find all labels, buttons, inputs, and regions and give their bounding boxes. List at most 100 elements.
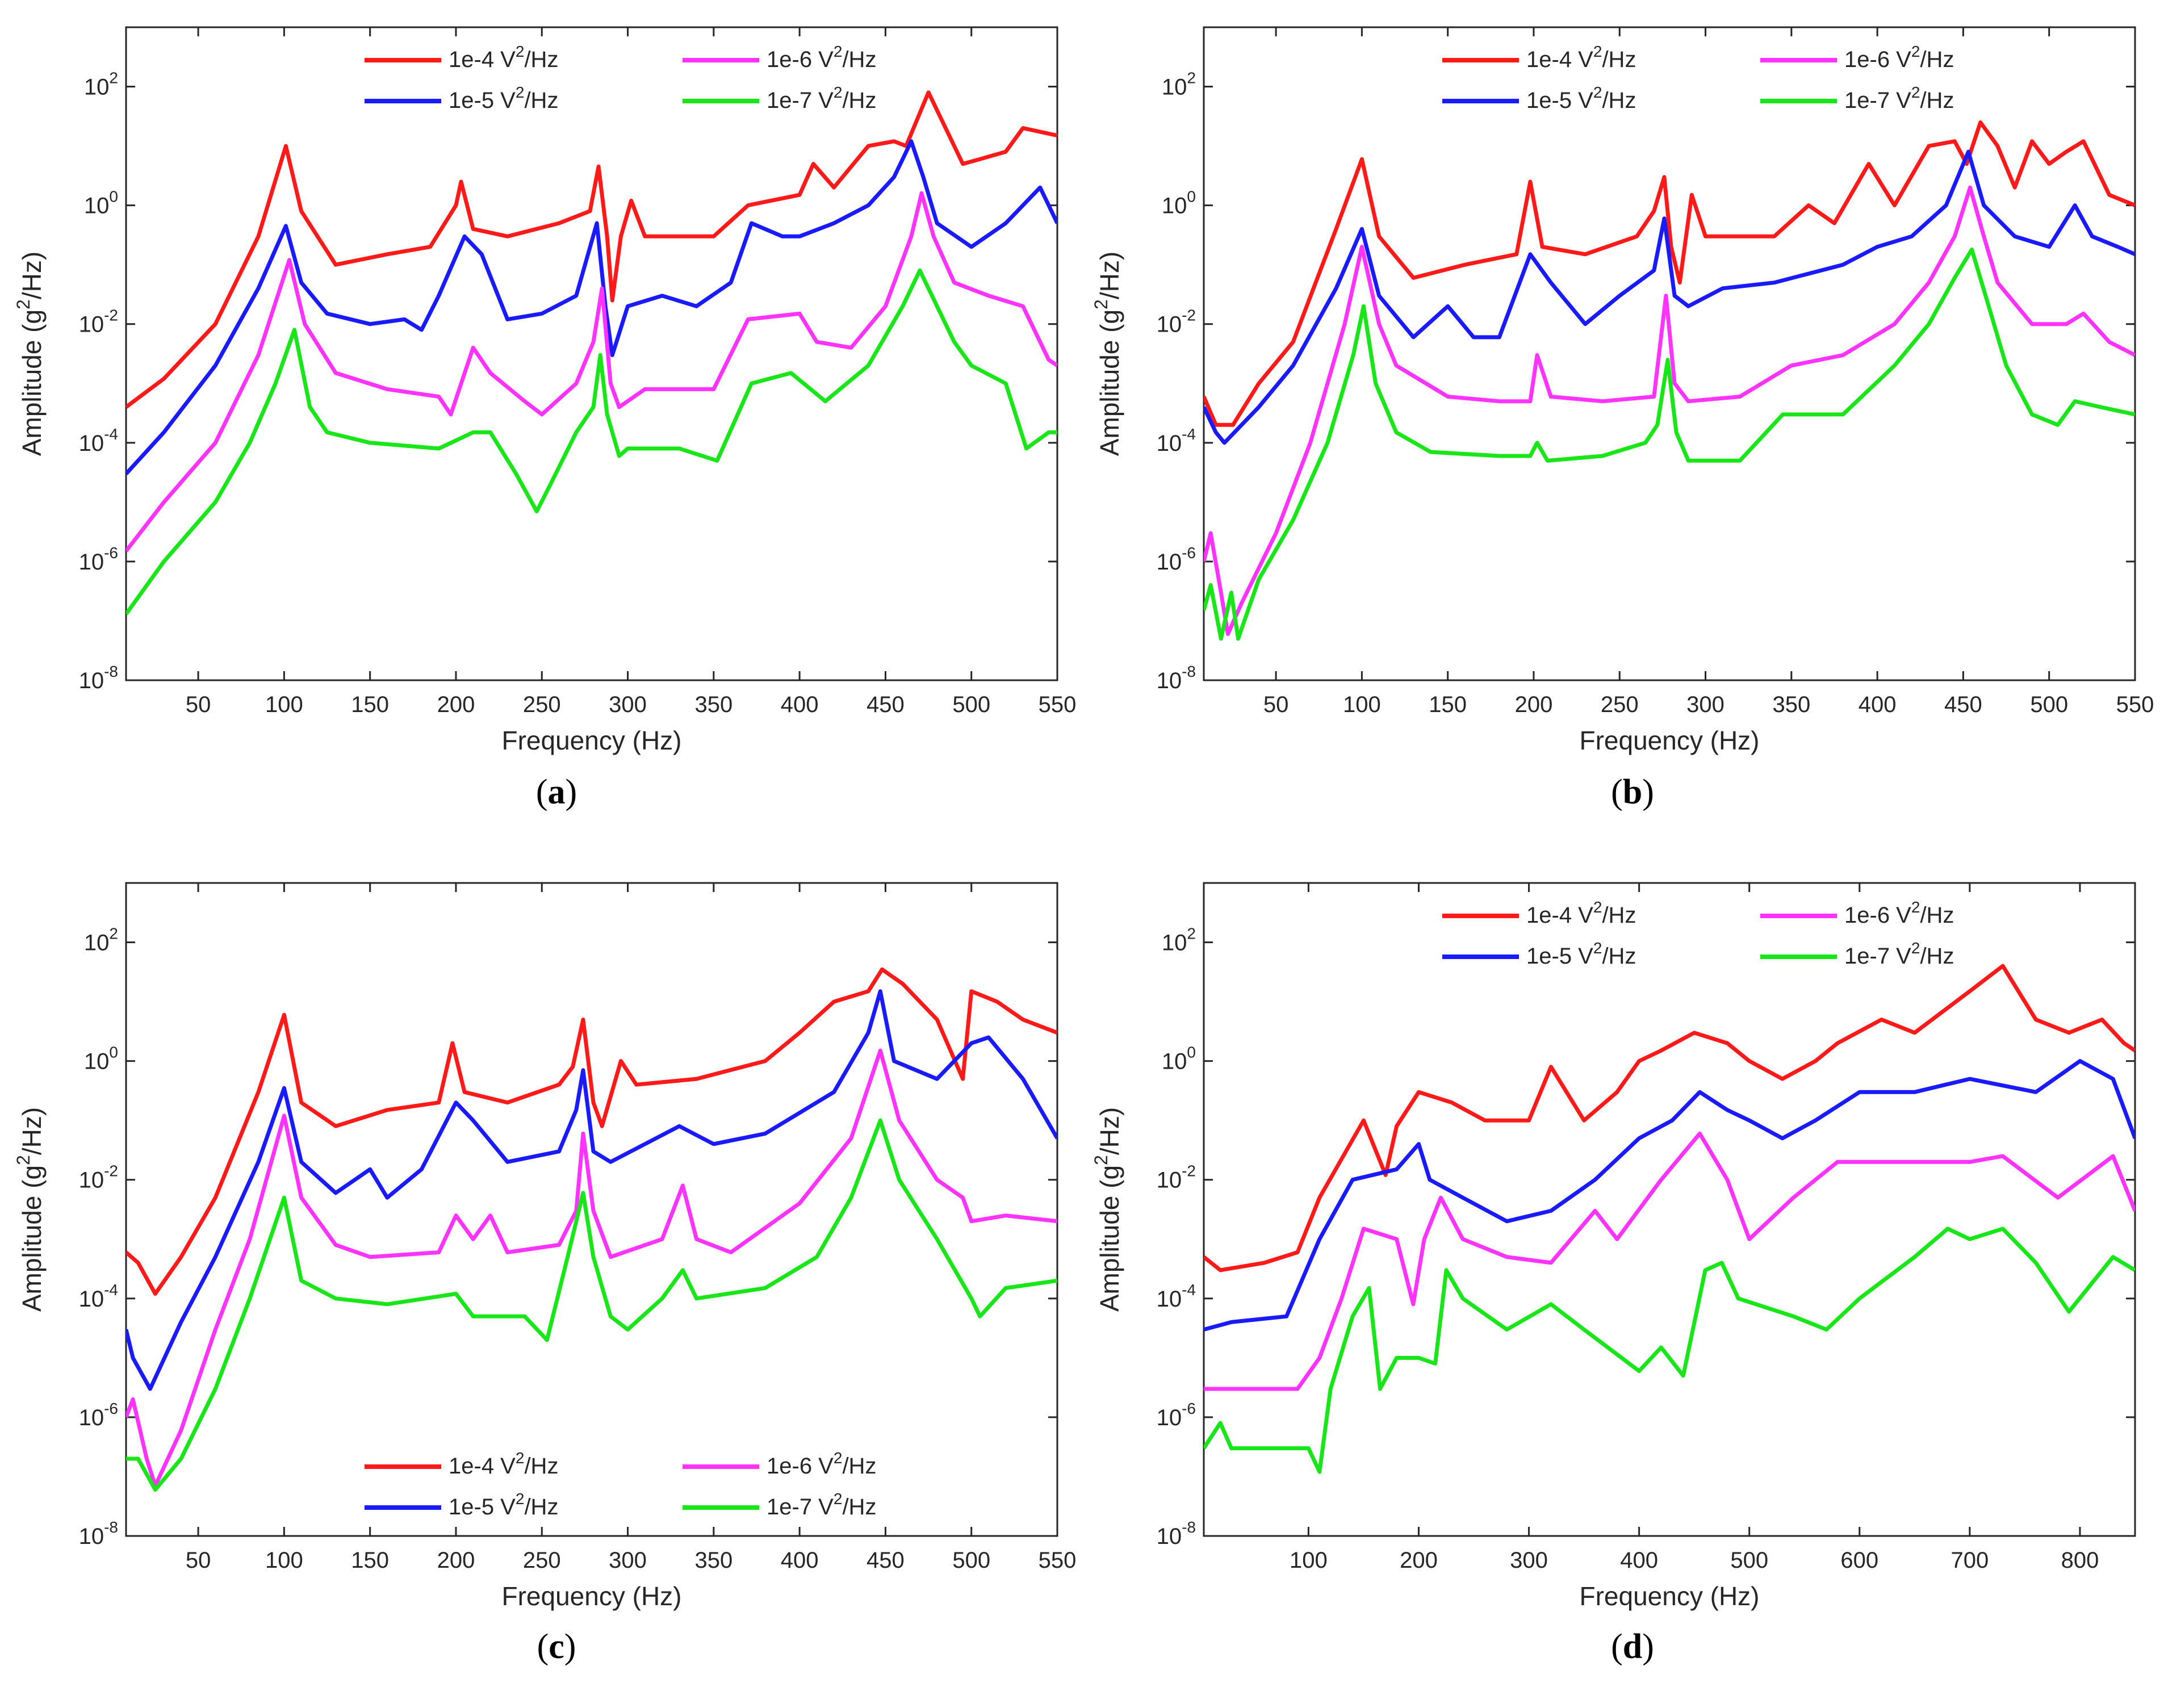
legend-label-1: 1e-4 V2/Hz [1526,43,1636,72]
y-tick-label: 100 [84,1044,118,1074]
legend-label-2: 1e-5 V2/Hz [1526,83,1636,113]
x-tick-label: 500 [952,1548,990,1573]
plot-frame [1203,26,2136,681]
legend-label-3: 1e-6 V2/Hz [767,43,876,72]
panel-caption-c: (c) [537,1627,576,1666]
series-line-4 [126,268,1057,616]
x-tick-label: 600 [1840,1548,1878,1573]
x-tick-label: 250 [523,1548,561,1573]
legend-label-4: 1e-7 V2/Hz [1844,83,1954,113]
series-line-4 [1204,248,2135,641]
y-tick-label: 10-6 [1157,544,1196,575]
y-tick-label: 102 [1162,925,1196,956]
legend-label-2: 1e-5 V2/Hz [1526,939,1636,969]
legend-label-3: 1e-6 V2/Hz [1844,43,1954,72]
x-tick-label: 50 [186,692,211,717]
x-tick-label: 200 [1515,692,1553,717]
series-line-1 [126,967,1057,1296]
x-tick-label: 400 [1620,1548,1658,1573]
x-tick-label: 200 [437,1548,475,1573]
series-line-1 [1204,120,2135,427]
y-axis-label: Amplitude (g2/Hz) [1091,252,1124,456]
y-axis-label: Amplitude (g2/Hz) [1091,1107,1124,1312]
x-tick-label: 400 [1859,692,1897,717]
x-tick-label: 150 [351,1548,389,1573]
x-axis-label: Frequency (Hz) [1580,726,1760,755]
x-tick-label: 150 [1429,692,1467,717]
series-line-3 [1204,185,2135,637]
chart-panel-c: 50 100 150 200 250 300 350 400 450 500 550 10-8 10-6… [13,882,1076,1611]
x-tick-label: 450 [867,1548,905,1573]
series-line-4 [1204,1226,2135,1474]
x-tick-label: 300 [609,1548,647,1573]
x-tick-label: 800 [2061,1548,2099,1573]
x-tick-label: 550 [2116,692,2154,717]
x-tick-label: 300 [609,692,647,717]
panel-caption-b: (b) [1611,773,1654,811]
x-tick-label: 450 [1944,692,1982,717]
chart-panel-b: 50 100 150 200 250 300 350 400 450 500 550 10-8 10-6… [1091,26,2154,755]
y-tick-label: 100 [1162,188,1196,219]
x-axis-label: Frequency (Hz) [502,726,682,755]
series-line-1 [1204,964,2135,1272]
x-tick-label: 250 [1601,692,1639,717]
x-tick-label: 300 [1510,1548,1548,1573]
y-tick-label: 102 [84,69,118,100]
y-tick-label: 10-6 [79,1400,118,1430]
y-tick-label: 102 [84,925,118,956]
x-tick-label: 450 [867,692,905,717]
x-tick-label: 350 [694,1548,733,1573]
x-tick-label: 100 [265,1548,303,1573]
x-tick-label: 300 [1686,692,1724,717]
y-tick-label: 10-2 [1157,307,1196,337]
x-tick-label: 500 [1730,1548,1768,1573]
x-tick-label: 100 [1290,1548,1328,1573]
legend-label-1: 1e-4 V2/Hz [449,43,558,72]
y-tick-label: 10-4 [79,425,118,456]
y-tick-label: 10-4 [1157,425,1196,456]
y-tick-label: 100 [1162,1044,1196,1074]
x-tick-label: 550 [1039,1548,1077,1573]
series-line-3 [126,1048,1057,1488]
legend-label-2: 1e-5 V2/Hz [449,83,558,113]
x-tick-label: 350 [1772,692,1810,717]
legend-label-4: 1e-7 V2/Hz [767,83,876,113]
x-tick-label: 350 [694,692,733,717]
x-tick-label: 50 [186,1548,211,1573]
legend-label-2: 1e-5 V2/Hz [449,1490,558,1519]
series-line-1 [126,90,1057,409]
x-tick-label: 100 [1343,692,1381,717]
x-tick-label: 550 [1039,692,1077,717]
y-tick-label: 10-2 [1157,1162,1196,1193]
y-tick-label: 10-6 [79,544,118,575]
legend-label-4: 1e-7 V2/Hz [767,1490,876,1519]
y-tick-label: 100 [84,188,118,219]
x-tick-label: 250 [523,692,561,717]
x-tick-label: 200 [1400,1548,1438,1573]
x-tick-label: 100 [265,692,303,717]
panel-caption-a: (a) [535,773,577,811]
x-tick-label: 50 [1263,692,1289,717]
series-line-4 [126,1118,1057,1492]
y-tick-label: 10-8 [79,1518,118,1549]
y-tick-label: 102 [1162,69,1196,100]
x-tick-label: 400 [781,692,819,717]
chart-panel-a: 50 100 150 200 250 300 350 400 450 500 550 10-8 10-6… [13,26,1076,755]
y-tick-label: 10-4 [79,1281,118,1312]
legend-label-3: 1e-6 V2/Hz [1844,898,1954,928]
y-tick-label: 10-8 [1157,1518,1196,1549]
x-tick-label: 200 [437,692,475,717]
y-tick-label: 10-2 [79,1162,118,1193]
y-axis-label: Amplitude (g2/Hz) [13,252,47,456]
series-line-2 [1204,1059,2135,1332]
x-tick-label: 400 [781,1548,819,1573]
y-tick-label: 10-6 [1157,1400,1196,1430]
y-tick-label: 10-2 [79,307,118,337]
series-line-2 [126,139,1057,475]
series-line-3 [1204,1131,2135,1391]
legend-label-1: 1e-4 V2/Hz [1526,898,1636,928]
plot-frame [125,26,1058,681]
x-tick-label: 500 [952,692,990,717]
y-tick-label: 10-8 [79,663,118,693]
